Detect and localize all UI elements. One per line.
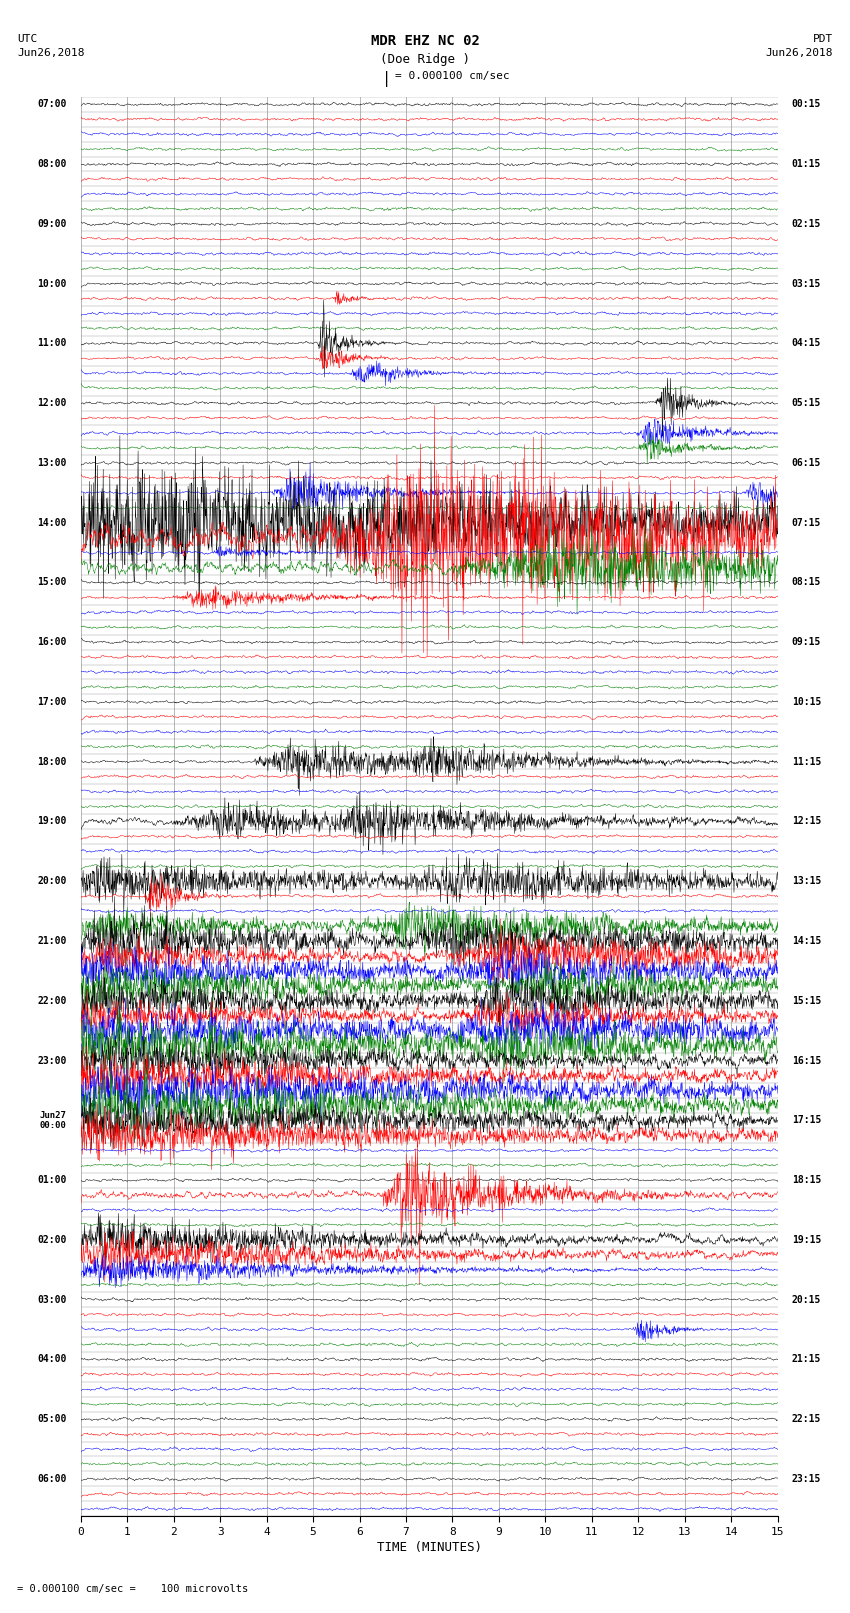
Text: 00:15: 00:15 <box>791 100 821 110</box>
Text: 02:00: 02:00 <box>37 1236 67 1245</box>
Text: 07:15: 07:15 <box>791 518 821 527</box>
Text: 04:15: 04:15 <box>791 339 821 348</box>
Text: 09:00: 09:00 <box>37 219 67 229</box>
Text: 17:00: 17:00 <box>37 697 67 706</box>
Text: 08:00: 08:00 <box>37 160 67 169</box>
Text: (Doe Ridge ): (Doe Ridge ) <box>380 53 470 66</box>
Text: 14:00: 14:00 <box>37 518 67 527</box>
Text: 07:00: 07:00 <box>37 100 67 110</box>
Text: 21:15: 21:15 <box>791 1355 821 1365</box>
Text: 20:00: 20:00 <box>37 876 67 886</box>
Text: 11:15: 11:15 <box>791 756 821 766</box>
Text: 23:15: 23:15 <box>791 1474 821 1484</box>
Text: 03:15: 03:15 <box>791 279 821 289</box>
Text: 01:00: 01:00 <box>37 1174 67 1186</box>
Text: 12:15: 12:15 <box>791 816 821 826</box>
Text: 05:00: 05:00 <box>37 1415 67 1424</box>
Text: 13:15: 13:15 <box>791 876 821 886</box>
Text: 21:00: 21:00 <box>37 936 67 945</box>
Text: = 0.000100 cm/sec: = 0.000100 cm/sec <box>395 71 510 81</box>
Text: 19:15: 19:15 <box>791 1236 821 1245</box>
Text: 01:15: 01:15 <box>791 160 821 169</box>
Text: 02:15: 02:15 <box>791 219 821 229</box>
Text: 03:00: 03:00 <box>37 1295 67 1305</box>
Text: Jun27: Jun27 <box>40 1110 67 1119</box>
Text: 10:15: 10:15 <box>791 697 821 706</box>
Text: 15:00: 15:00 <box>37 577 67 587</box>
Text: 23:00: 23:00 <box>37 1055 67 1066</box>
Text: 17:15: 17:15 <box>791 1115 821 1126</box>
Text: 04:00: 04:00 <box>37 1355 67 1365</box>
Text: Jun26,2018: Jun26,2018 <box>17 48 84 58</box>
Text: 16:15: 16:15 <box>791 1055 821 1066</box>
Text: = 0.000100 cm/sec =    100 microvolts: = 0.000100 cm/sec = 100 microvolts <box>17 1584 248 1594</box>
Text: 08:15: 08:15 <box>791 577 821 587</box>
Text: 13:00: 13:00 <box>37 458 67 468</box>
Text: 22:00: 22:00 <box>37 995 67 1007</box>
Text: 06:15: 06:15 <box>791 458 821 468</box>
Text: 14:15: 14:15 <box>791 936 821 945</box>
Text: 05:15: 05:15 <box>791 398 821 408</box>
Text: 00:00: 00:00 <box>40 1121 67 1131</box>
Text: Jun26,2018: Jun26,2018 <box>766 48 833 58</box>
Text: 19:00: 19:00 <box>37 816 67 826</box>
Text: 18:00: 18:00 <box>37 756 67 766</box>
Text: 18:15: 18:15 <box>791 1174 821 1186</box>
Text: 06:00: 06:00 <box>37 1474 67 1484</box>
Text: 10:00: 10:00 <box>37 279 67 289</box>
Text: 09:15: 09:15 <box>791 637 821 647</box>
Text: 16:00: 16:00 <box>37 637 67 647</box>
Text: 22:15: 22:15 <box>791 1415 821 1424</box>
Text: PDT: PDT <box>813 34 833 44</box>
Text: |: | <box>382 71 391 87</box>
Text: 20:15: 20:15 <box>791 1295 821 1305</box>
X-axis label: TIME (MINUTES): TIME (MINUTES) <box>377 1540 482 1553</box>
Text: 12:00: 12:00 <box>37 398 67 408</box>
Text: 11:00: 11:00 <box>37 339 67 348</box>
Text: UTC: UTC <box>17 34 37 44</box>
Text: 15:15: 15:15 <box>791 995 821 1007</box>
Text: MDR EHZ NC 02: MDR EHZ NC 02 <box>371 34 479 48</box>
